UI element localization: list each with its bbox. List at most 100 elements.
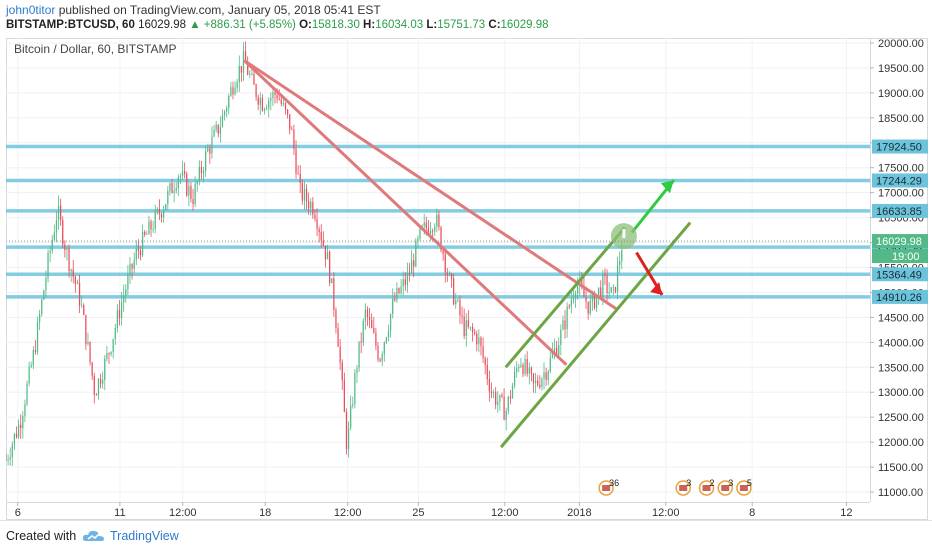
candle-down [509,396,512,399]
candle-down [503,396,505,421]
candle-up [610,287,612,293]
price-chart[interactable]: 20000.0019500.0019000.0018500.0018000.00… [5,38,928,520]
event-count-label: 5 [747,478,752,488]
candle-up [534,380,537,384]
candle-down [343,380,345,413]
last-price: 16029.98 [138,19,187,31]
candle-up [112,339,114,352]
candle-up [11,444,13,458]
candle-up [249,74,251,75]
candle-down [200,167,203,174]
candle-up [392,298,394,315]
y-tick-label: 17000.00 [878,188,924,200]
candle-down [95,394,98,396]
candle-down [459,299,461,316]
candle-down [425,222,427,229]
candle-down [108,353,110,355]
candle-up [198,167,200,182]
candle-up [553,347,556,353]
candle-down [600,287,602,298]
candle-down [476,333,478,345]
candle-up [179,175,182,177]
candle-up [120,302,123,319]
event-count-label: 3 [686,478,691,488]
candle-down [495,392,497,405]
candle-down [295,148,297,174]
candle-up [223,111,226,116]
chart-area[interactable]: 20000.0019500.0019000.0018500.0018000.00… [5,38,928,520]
candle-down [604,274,606,276]
candle-down [240,66,243,73]
footer-bar: Created with TradingView [0,520,932,551]
candle-down [568,306,570,308]
candle-down [20,424,22,429]
candle-down [484,358,486,366]
candle-down [446,272,448,275]
candle-up [177,176,179,189]
open-value: 15818.30 [311,19,360,31]
event-count-label: 2 [710,478,715,488]
candle-up [570,299,572,307]
created-with-text: Created with [6,529,77,543]
candle-down [581,280,583,287]
flag-icon [602,485,611,491]
author-link[interactable]: john0titor [6,3,56,17]
tradingview-link[interactable]: TradingView [110,529,179,543]
candle-down [471,326,474,333]
candle-up [55,220,58,233]
candle-down [501,394,503,397]
trendline-upper[interactable] [243,59,619,312]
candle-up [356,368,358,374]
channel-upper-line[interactable] [504,226,626,369]
candle-down [60,205,62,220]
close-value: 16029.98 [500,19,549,31]
candle-down [284,103,287,110]
candle-up [26,383,28,405]
candle-up [612,286,614,288]
candle-down [190,185,192,200]
candle-up [36,321,39,353]
channel-lower-line[interactable] [499,221,692,449]
candle-up [326,252,329,260]
x-tick-label: 12:00 [491,507,519,519]
candle-up [572,298,575,300]
trendline-lower[interactable] [243,59,568,366]
candle-down [276,94,278,99]
candle-up [228,95,230,109]
price-level-label: 15364.49 [876,269,922,281]
candle-up [358,341,360,369]
candle-up [595,295,598,309]
candle-up [45,277,47,291]
candle-up [32,350,34,366]
candle-up [87,341,89,345]
candle-down [453,278,455,305]
candle-up [17,424,20,438]
candle-down [91,362,93,377]
y-tick-label: 13000.00 [878,387,924,399]
candle-down [360,341,362,343]
candle-down [341,362,343,381]
publish-line: john0titor published on TradingView.com,… [6,3,381,17]
price-level-tag [872,289,928,304]
candle-down [184,171,186,174]
candle-down [297,173,299,175]
x-tick-label: 8 [749,507,755,519]
tradingview-cloud-icon[interactable] [82,528,106,544]
candle-down [257,97,259,105]
candle-up [127,274,129,290]
candle-up [154,211,156,230]
candle-down [244,51,247,64]
candle-down [366,309,369,318]
candle-up [125,289,127,296]
y-tick-label: 13500.00 [878,362,924,374]
candle-down [99,378,102,384]
candle-down [247,63,249,75]
candle-down [438,214,440,228]
candle-down [404,279,406,285]
x-tick-label: 2018 [567,507,591,519]
candle-down [377,345,379,360]
candle-up [38,314,41,322]
candle-down [318,229,320,233]
current-price-tag [872,234,928,249]
candle-down [463,316,465,337]
